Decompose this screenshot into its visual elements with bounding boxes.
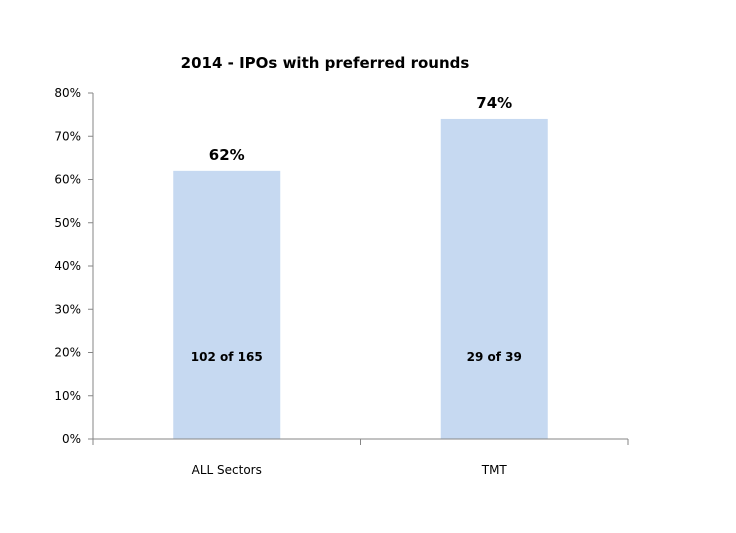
bar-inner-label: 29 of 39 [467,350,522,364]
y-tick-label: 20% [54,346,81,360]
y-tick-label: 60% [54,173,81,187]
bar [173,170,281,439]
y-tick-label: 40% [54,259,81,273]
bar-inner-label: 102 of 165 [191,350,263,364]
x-category-label: TMT [481,463,508,477]
bar-data-label: 62% [209,146,245,164]
axes [92,93,629,445]
y-tick-label: 30% [54,302,81,316]
y-tick-label: 80% [54,86,81,100]
y-tick-label: 50% [54,216,81,230]
x-category-label: ALL Sectors [192,463,262,477]
bars [173,118,548,439]
y-axis-ticks: 0% 10% 20% 30% 40% 50% 60% 70% 80% [54,86,93,446]
bar [440,118,548,439]
labels: 62% 102 of 165 ALL Sectors 74% 29 of 39 TMT [191,94,522,477]
y-tick-label: 0% [62,432,81,446]
bar-data-label: 74% [476,94,512,112]
chart-title: 2014 - IPOs with preferred rounds [181,54,470,72]
y-tick-label: 10% [54,389,81,403]
y-tick-label: 70% [54,129,81,143]
